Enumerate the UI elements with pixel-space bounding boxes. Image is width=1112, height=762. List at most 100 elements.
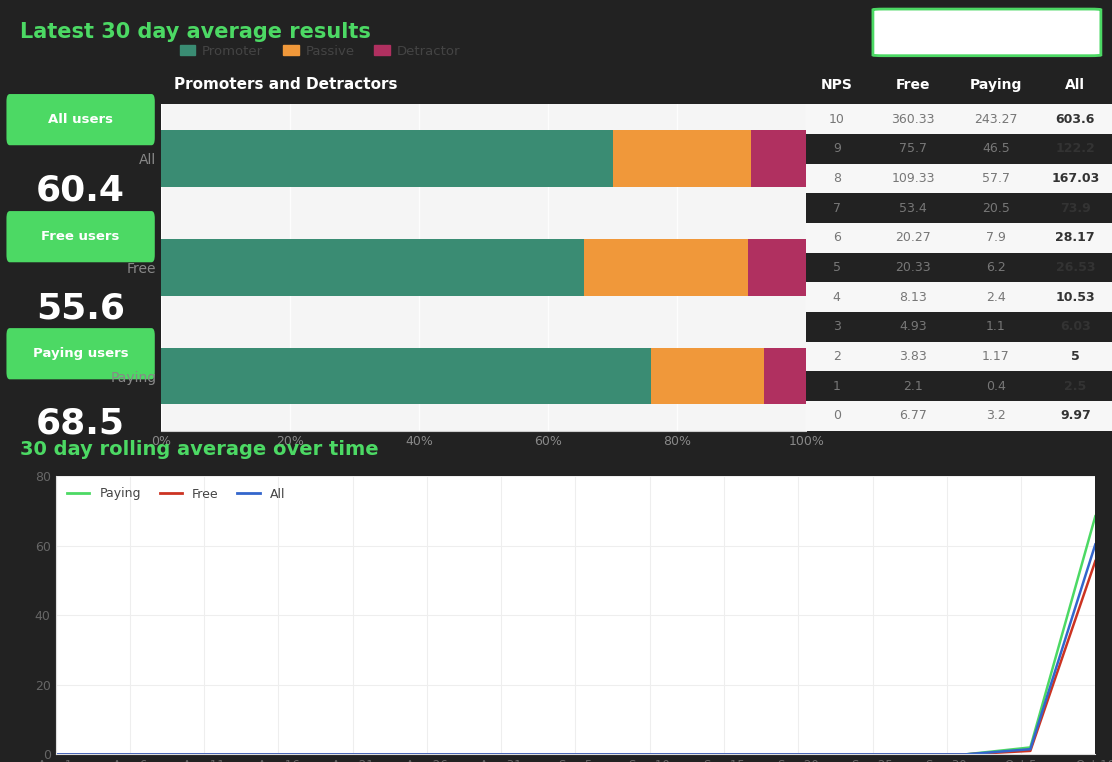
Free	[504, 750, 517, 759]
Bar	[764, 348, 806, 405]
Text: 603.6: 603.6	[1055, 113, 1095, 126]
Bar	[806, 401, 1112, 431]
Bar	[161, 239, 584, 296]
Text: 2.1: 2.1	[903, 379, 923, 392]
All	[49, 750, 62, 759]
Paying	[959, 750, 972, 759]
Text: 122.2: 122.2	[1055, 142, 1095, 155]
Bar	[584, 239, 748, 296]
Paying	[374, 750, 387, 759]
Paying	[439, 750, 453, 759]
All	[698, 750, 712, 759]
Text: Free: Free	[896, 78, 931, 91]
Free	[309, 750, 322, 759]
All	[634, 750, 647, 759]
Text: 1.1: 1.1	[986, 320, 1005, 333]
Free	[698, 750, 712, 759]
All	[374, 750, 387, 759]
Bar	[806, 282, 1112, 312]
Legend: Paying, Free, All: Paying, Free, All	[62, 482, 290, 505]
Free	[374, 750, 387, 759]
Bar	[806, 341, 1112, 371]
Text: 57.7: 57.7	[982, 172, 1010, 185]
Text: All users: All users	[48, 113, 113, 126]
Text: 26.53: 26.53	[1055, 261, 1095, 274]
Text: 10.53: 10.53	[1055, 290, 1095, 303]
Free	[113, 750, 127, 759]
Paying	[309, 750, 322, 759]
Free	[179, 750, 192, 759]
Paying	[894, 750, 907, 759]
Text: 9.97: 9.97	[1060, 409, 1091, 422]
Text: 10: 10	[828, 113, 845, 126]
Text: Paying users: Paying users	[33, 347, 128, 360]
Free	[1024, 746, 1037, 755]
Text: 6.2: 6.2	[986, 261, 1005, 274]
Paying	[504, 750, 517, 759]
Text: 6.03: 6.03	[1060, 320, 1091, 333]
All	[828, 750, 842, 759]
All	[1089, 539, 1102, 549]
Text: 30 day rolling average over time: 30 day rolling average over time	[20, 440, 379, 459]
Paying	[113, 750, 127, 759]
Text: 7.9: 7.9	[986, 232, 1005, 245]
Text: 6: 6	[833, 232, 841, 245]
Text: 75.7: 75.7	[900, 142, 927, 155]
Free	[1089, 556, 1102, 565]
Text: 167.03: 167.03	[1051, 172, 1100, 185]
Free	[49, 750, 62, 759]
Text: 60.4: 60.4	[36, 174, 126, 208]
Bar	[161, 130, 613, 187]
All	[309, 750, 322, 759]
Text: All: All	[1065, 78, 1085, 91]
FancyBboxPatch shape	[7, 211, 155, 262]
Paying	[828, 750, 842, 759]
All	[1024, 744, 1037, 754]
Text: Promoters and Detractors: Promoters and Detractors	[175, 77, 398, 92]
Text: 28.17: 28.17	[1055, 232, 1095, 245]
Text: 8.13: 8.13	[900, 290, 927, 303]
Line: All: All	[56, 544, 1095, 754]
Bar	[752, 130, 806, 187]
Text: NPS: NPS	[821, 78, 853, 91]
Text: 53.4: 53.4	[900, 202, 927, 215]
Text: 4.93: 4.93	[900, 320, 927, 333]
All	[113, 750, 127, 759]
Text: 20.27: 20.27	[895, 232, 931, 245]
Text: ▾: ▾	[1070, 24, 1076, 37]
Text: 8: 8	[833, 172, 841, 185]
Text: 46.5: 46.5	[982, 142, 1010, 155]
Paying	[49, 750, 62, 759]
All	[569, 750, 583, 759]
Text: 2.4: 2.4	[986, 290, 1005, 303]
Text: Language: Language	[931, 24, 993, 37]
Text: Free users: Free users	[41, 230, 120, 243]
All	[439, 750, 453, 759]
Text: 68.5: 68.5	[36, 406, 126, 440]
Text: 7: 7	[833, 202, 841, 215]
Paying	[764, 750, 777, 759]
All	[764, 750, 777, 759]
Free	[828, 750, 842, 759]
FancyBboxPatch shape	[7, 328, 155, 379]
Text: 5: 5	[833, 261, 841, 274]
Bar	[748, 239, 806, 296]
Free	[634, 750, 647, 759]
Free	[894, 750, 907, 759]
Text: 4: 4	[833, 290, 841, 303]
Text: 360.33: 360.33	[892, 113, 935, 126]
FancyBboxPatch shape	[873, 9, 1101, 56]
All	[244, 750, 257, 759]
Bar	[806, 223, 1112, 253]
Text: 0.4: 0.4	[986, 379, 1005, 392]
Paying	[179, 750, 192, 759]
Paying	[1024, 743, 1037, 752]
Free	[959, 750, 972, 759]
Text: 6.77: 6.77	[900, 409, 927, 422]
Text: 109.33: 109.33	[892, 172, 935, 185]
Paying	[698, 750, 712, 759]
Bar	[161, 348, 652, 405]
Paying	[244, 750, 257, 759]
Free	[764, 750, 777, 759]
Line: Free: Free	[56, 561, 1095, 754]
